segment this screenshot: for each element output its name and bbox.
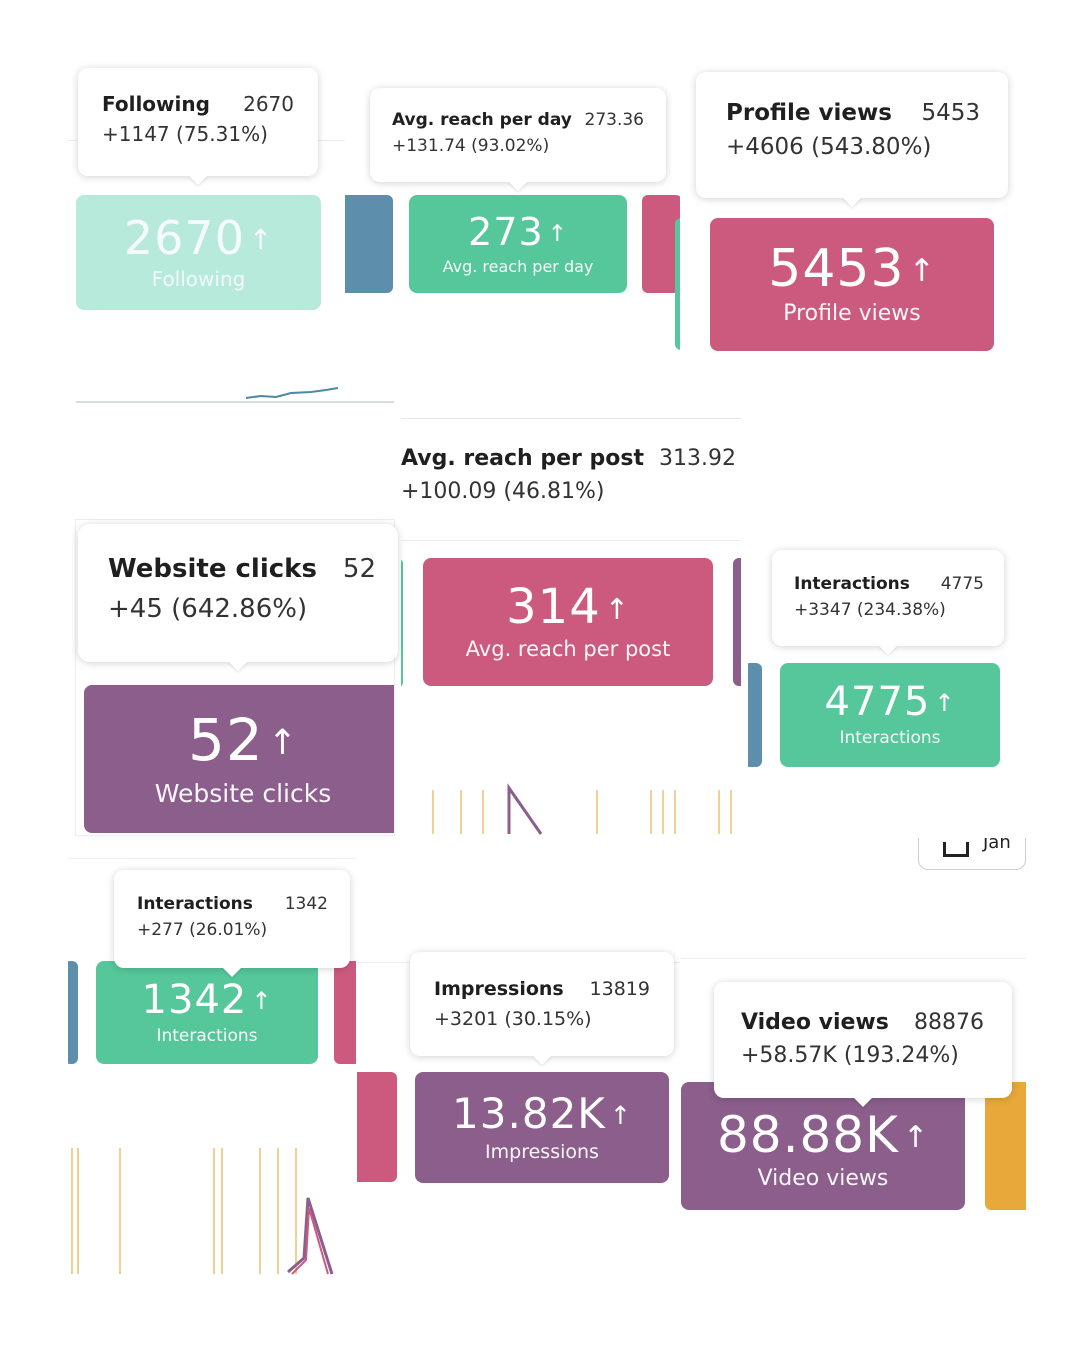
tooltip-profile-views: Profile views 5453 +4606 (543.80%) <box>696 72 1008 198</box>
tooltip-impressions: Impressions 13819 +3201 (30.15%) <box>410 952 674 1056</box>
arrow-up-icon: ↑ <box>609 1100 632 1130</box>
tooltip-label: Avg. reach per day <box>392 110 572 130</box>
adjacent-card-sliver <box>357 1072 397 1182</box>
adjacent-card-sliver <box>345 195 393 293</box>
metric-card-avg-reach-post[interactable]: 314 ↑ Avg. reach per post <box>423 558 713 686</box>
tooltip-interactions-4775: Interactions 4775 +3347 (234.38%) <box>772 550 1004 646</box>
adjacent-card-sliver <box>675 218 680 350</box>
arrow-up-icon: ↑ <box>248 223 274 257</box>
tooltip-value: 52 <box>342 554 376 584</box>
adjacent-card-sliver <box>748 663 762 767</box>
tooltip-change: +3201 (30.15%) <box>434 1008 592 1030</box>
metric-value: 5453 <box>768 239 905 299</box>
tooltip-label: Following <box>102 92 210 116</box>
metric-label: Avg. reach per day <box>442 256 594 276</box>
arrow-up-icon: ↑ <box>604 591 630 626</box>
tooltip-change: +58.57K (193.24%) <box>741 1043 959 1068</box>
tooltip-value: 88876 <box>914 1010 984 1035</box>
tooltip-value: 273.36 <box>584 110 644 130</box>
metric-value: 88.88K <box>716 1105 899 1164</box>
metric-value: 52 <box>188 705 264 774</box>
adjacent-card-sliver <box>642 195 680 293</box>
divider <box>401 418 741 419</box>
tooltip-label: Video views <box>741 1010 889 1035</box>
metric-value: 4775 <box>824 679 931 725</box>
tooltip-label: Avg. reach per post <box>401 446 644 471</box>
metric-label: Profile views <box>783 301 921 326</box>
divider <box>68 858 356 859</box>
tooltip-value: 4775 <box>940 574 984 594</box>
tooltip-avg-reach-day: Avg. reach per day 273.36 +131.74 (93.02… <box>370 88 666 182</box>
screenshot-panel-avg-reach-post: Avg. reach per post 313.92 +100.09 (46.8… <box>401 418 741 838</box>
arrow-up-icon: ↑ <box>547 221 568 248</box>
adjacent-card-sliver <box>401 558 403 688</box>
metric-label: Video views <box>757 1165 889 1191</box>
date-picker-button[interactable]: Jan <box>918 838 1026 870</box>
tooltip-value: 13819 <box>589 978 650 1000</box>
metric-label: Interactions <box>839 728 941 748</box>
metric-value: 314 <box>506 579 601 635</box>
arrow-up-icon: ↑ <box>934 689 956 718</box>
tooltip-website-clicks: Website clicks 52 +45 (642.86%) <box>78 524 398 662</box>
metric-card-profile-views[interactable]: 5453 ↑ Profile views <box>710 218 994 351</box>
tooltip-change: +277 (26.01%) <box>137 920 268 940</box>
metric-value: 273 <box>468 209 544 254</box>
metric-card-impressions[interactable]: 13.82K ↑ Impressions <box>415 1072 669 1183</box>
metric-card-avg-reach-day[interactable]: 273 ↑ Avg. reach per day <box>409 195 627 293</box>
trend-sparkline <box>76 387 394 403</box>
tooltip-value: 5453 <box>921 100 980 126</box>
tooltip-label: Profile views <box>726 100 892 126</box>
metric-card-interactions-4775[interactable]: 4775 ↑ Interactions <box>780 663 1000 767</box>
metric-label: Interactions <box>156 1025 258 1046</box>
arrow-up-icon: ↑ <box>902 1120 930 1155</box>
metric-value: 13.82K <box>452 1088 606 1138</box>
tooltip-value: 2670 <box>243 92 294 116</box>
chart-lines <box>432 783 732 835</box>
divider <box>681 958 1026 959</box>
metric-value: 1342 <box>141 976 248 1023</box>
tooltip-avg-reach-post: Avg. reach per post 313.92 +100.09 (46.8… <box>401 446 736 504</box>
date-label: Jan <box>983 838 1011 853</box>
adjacent-card-sliver <box>985 1082 1026 1210</box>
tooltip-change: +45 (642.86%) <box>108 594 308 624</box>
calendar-icon <box>943 842 969 857</box>
arrow-up-icon: ↑ <box>908 253 936 290</box>
tooltip-label: Interactions <box>794 574 910 594</box>
metric-label: Website clicks <box>154 778 332 808</box>
adjacent-card-sliver <box>68 961 78 1064</box>
arrow-up-icon: ↑ <box>251 986 273 1015</box>
tooltip-change: +131.74 (93.02%) <box>392 136 550 156</box>
metric-label: Avg. reach per post <box>465 637 671 661</box>
tooltip-label: Impressions <box>434 978 564 1000</box>
metric-value: 2670 <box>123 210 245 265</box>
adjacent-card-sliver <box>334 961 356 1064</box>
divider <box>401 540 741 541</box>
tooltip-change: +3347 (234.38%) <box>794 600 946 620</box>
tooltip-label: Interactions <box>137 894 253 914</box>
metric-card-following[interactable]: 2670 ↑ Following <box>76 195 321 310</box>
tooltip-following: Following 2670 +1147 (75.31%) <box>78 68 318 176</box>
metric-label: Impressions <box>485 1140 599 1163</box>
tooltip-interactions-1342: Interactions 1342 +277 (26.01%) <box>114 870 350 968</box>
tooltip-label: Website clicks <box>108 554 317 584</box>
metric-card-video-views[interactable]: 88.88K ↑ Video views <box>681 1082 965 1210</box>
tooltip-value: 313.92 <box>659 446 736 471</box>
metric-card-website-clicks[interactable]: 52 ↑ Website clicks <box>84 685 394 833</box>
adjacent-card-sliver <box>733 558 741 686</box>
arrow-up-icon: ↑ <box>267 723 298 764</box>
chart-lines <box>71 1148 334 1275</box>
tooltip-change: +100.09 (46.81%) <box>401 479 605 504</box>
tooltip-value: 1342 <box>284 894 328 914</box>
metric-card-interactions-1342[interactable]: 1342 ↑ Interactions <box>96 961 318 1064</box>
tooltip-change: +1147 (75.31%) <box>102 122 268 146</box>
tooltip-video-views: Video views 88876 +58.57K (193.24%) <box>714 982 1012 1098</box>
metric-label: Following <box>151 266 246 291</box>
tooltip-change: +4606 (543.80%) <box>726 134 932 160</box>
